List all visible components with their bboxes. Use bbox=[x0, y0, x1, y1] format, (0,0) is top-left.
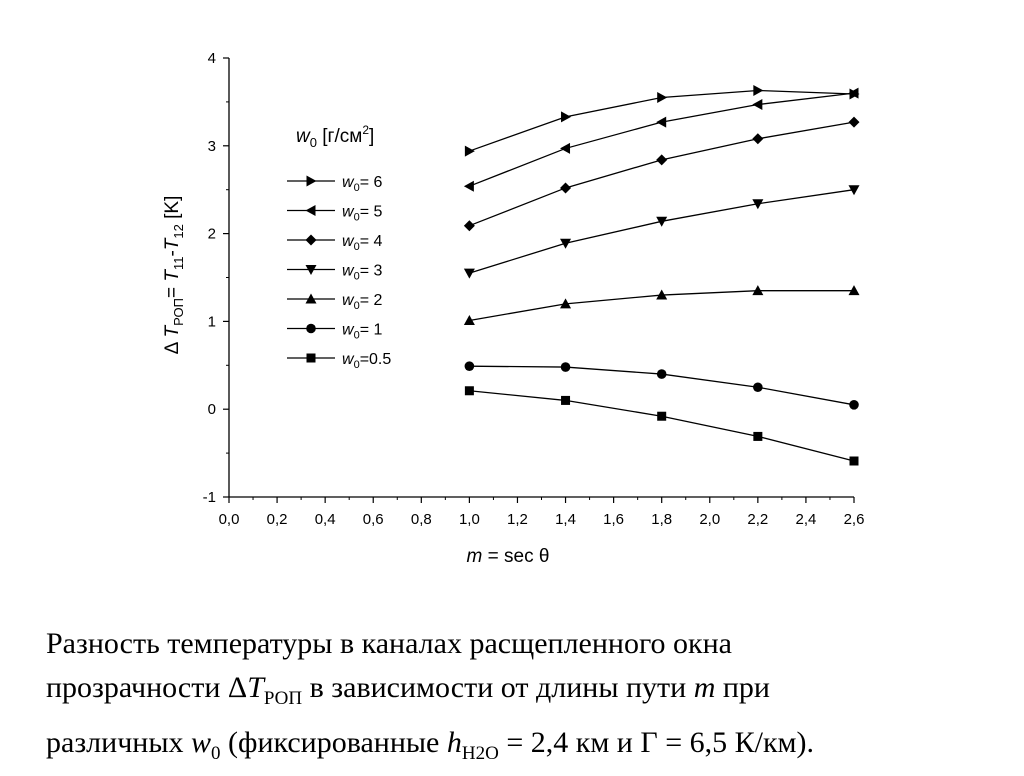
x-axis-label: m = sec θ bbox=[467, 546, 550, 567]
data-point bbox=[656, 116, 667, 128]
data-point bbox=[848, 87, 859, 99]
x-tick-label: 1,8 bbox=[651, 511, 672, 528]
figure-caption: Разность температуры в каналах расщеплен… bbox=[46, 622, 986, 776]
x-tick-label: 0,0 bbox=[219, 511, 240, 528]
data-point bbox=[464, 386, 474, 396]
x-tick-label: 2,6 bbox=[844, 511, 865, 528]
data-point bbox=[656, 369, 667, 379]
x-tick-label: 0,2 bbox=[267, 511, 288, 528]
legend-item: w0= 4 bbox=[287, 233, 382, 253]
caption-line-2: прозрачности ΔTРОП в зависимости от длин… bbox=[46, 671, 770, 709]
data-point bbox=[656, 154, 668, 166]
x-tick-label: 2,4 bbox=[795, 511, 816, 528]
legend-item: w0= 6 bbox=[287, 174, 382, 194]
legend-label: w0= 1 bbox=[342, 322, 382, 342]
legend-label: w0= 5 bbox=[342, 204, 382, 224]
x-tick-label: 2,0 bbox=[699, 511, 720, 528]
series-line bbox=[469, 390, 855, 462]
data-point bbox=[463, 180, 474, 192]
legend-item: w0= 5 bbox=[287, 204, 382, 224]
legend-label: w0= 4 bbox=[342, 233, 382, 253]
caption-line-3: различных w0 (фиксированные hH2O = 2,4 к… bbox=[46, 726, 815, 764]
y-axis-ticks: -1 0 1 2 3 4 bbox=[203, 50, 229, 506]
x-tick-label: 0,4 bbox=[315, 511, 336, 528]
data-point bbox=[561, 395, 571, 405]
legend-label: w0= 6 bbox=[342, 174, 382, 194]
data-point bbox=[752, 133, 764, 145]
x-tick-label: 1,4 bbox=[555, 511, 576, 528]
y-tick-label: 1 bbox=[208, 313, 216, 330]
legend-item: w0= 3 bbox=[287, 263, 382, 283]
legend-marker bbox=[306, 353, 316, 363]
legend-title: w0 [г/см2] bbox=[296, 123, 374, 150]
legend-label: w0= 3 bbox=[342, 263, 382, 283]
series-6 bbox=[464, 386, 859, 466]
series-4 bbox=[463, 285, 860, 326]
legend-item: w0= 2 bbox=[287, 292, 382, 312]
series-layer bbox=[463, 84, 860, 466]
legend-marker bbox=[305, 234, 317, 246]
series-2 bbox=[463, 116, 860, 232]
legend-marker bbox=[305, 265, 317, 275]
x-tick-label: 2,2 bbox=[747, 511, 768, 528]
data-point bbox=[560, 238, 572, 249]
legend-item: w0= 1 bbox=[287, 322, 382, 342]
y-tick-label: -1 bbox=[203, 489, 216, 506]
data-point bbox=[463, 315, 475, 326]
series-3 bbox=[463, 185, 860, 279]
data-point bbox=[848, 185, 860, 196]
data-point bbox=[560, 362, 571, 372]
data-point bbox=[463, 220, 475, 232]
legend-label: w0= 2 bbox=[342, 292, 382, 312]
data-point bbox=[463, 268, 475, 279]
data-point bbox=[849, 456, 859, 466]
legend-marker bbox=[305, 205, 316, 216]
y-tick-label: 4 bbox=[208, 50, 216, 67]
series-5 bbox=[464, 361, 859, 410]
data-point bbox=[752, 199, 764, 210]
y-tick-label: 2 bbox=[208, 226, 216, 243]
data-point bbox=[560, 298, 572, 309]
x-tick-label: 1,6 bbox=[603, 511, 624, 528]
x-tick-label: 1,0 bbox=[459, 511, 480, 528]
series-line bbox=[469, 189, 855, 274]
series-1 bbox=[463, 87, 859, 192]
data-point bbox=[753, 431, 763, 441]
data-point bbox=[753, 382, 763, 393]
legend-marker bbox=[306, 323, 316, 334]
x-tick-label: 1,2 bbox=[507, 511, 528, 528]
x-axis-ticks: 0,0 0,2 0,4 0,6 0,8 1,0 1,2 1,4 1,6 1,8 2,0 2,2 2,4 2… bbox=[219, 497, 865, 528]
series-line bbox=[469, 121, 855, 227]
caption-line-1: Разность температуры в каналах расщеплен… bbox=[46, 627, 732, 660]
data-point bbox=[848, 285, 860, 296]
data-point bbox=[464, 361, 475, 371]
axes bbox=[228, 58, 854, 498]
chart: 0,0 0,2 0,4 0,6 0,8 1,0 1,2 1,4 1,6 1,8 2,0 2,2 2,4 2… bbox=[162, 50, 865, 567]
legend-marker bbox=[305, 293, 317, 304]
x-tick-label: 0,8 bbox=[411, 511, 432, 528]
data-point bbox=[656, 289, 668, 300]
data-point bbox=[560, 182, 572, 194]
y-tick-label: 3 bbox=[208, 138, 216, 155]
data-point bbox=[752, 285, 764, 296]
series-line bbox=[469, 92, 855, 187]
y-axis-label: Δ TРОП= T11-T12 [K] bbox=[162, 196, 186, 355]
x-tick-label: 0,6 bbox=[363, 511, 384, 528]
y-tick-label: 0 bbox=[208, 401, 216, 418]
legend: w0= 6 w0= 5 w0= 4 w0= 3 w0= 2 w0= 1 w0=0.5 bbox=[287, 174, 391, 371]
data-point bbox=[848, 116, 860, 128]
data-point bbox=[464, 145, 475, 157]
legend-item: w0=0.5 bbox=[287, 351, 391, 371]
data-point bbox=[656, 216, 668, 227]
legend-marker bbox=[306, 175, 317, 187]
data-point bbox=[561, 111, 572, 123]
data-point bbox=[849, 400, 859, 410]
legend-label: w0=0.5 bbox=[342, 351, 391, 371]
data-point bbox=[657, 92, 668, 104]
data-point bbox=[657, 411, 667, 421]
data-point bbox=[752, 99, 763, 111]
data-point bbox=[753, 84, 764, 96]
data-point bbox=[560, 142, 571, 154]
